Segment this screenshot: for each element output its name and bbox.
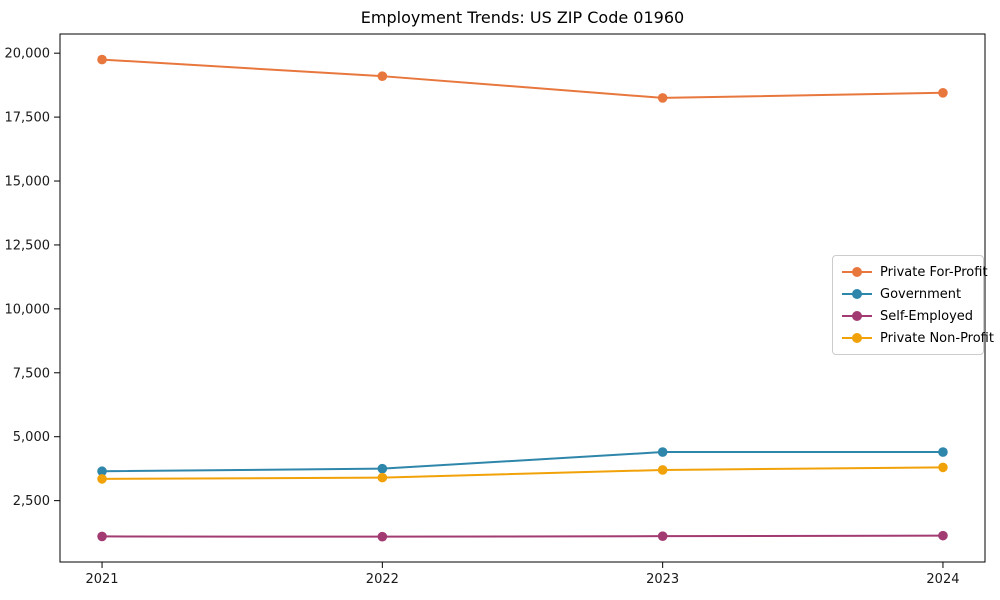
series-line-private-non-profit [102,466,943,480]
legend-marker-private-non-profit [842,333,872,343]
data-point-government-2021 [97,466,107,477]
legend-item-self-employed: Self-Employed [842,305,975,327]
data-point-private-for-profit-2021 [97,54,107,65]
legend-label-self-employed: Self-Employed [880,308,974,324]
y-tick-label: 7,500 [13,366,50,381]
x-tick-label: 2021 [85,572,118,587]
legend-marker-government [842,289,872,299]
legend-item-government: Government [842,283,975,305]
legend-label-private-for-profit: Private For-Profit [880,264,988,280]
data-point-private-for-profit-2024 [938,88,948,98]
y-tick-label: 10,000 [5,302,51,317]
legend-label-government: Government [880,286,962,302]
legend-item-private-non-profit: Private Non-Profit [842,327,994,349]
data-point-self-employed-2024 [938,530,948,541]
y-tick-label: 20,000 [5,47,51,62]
data-point-private-non-profit-2023 [657,465,668,475]
data-point-self-employed-2021 [97,531,107,542]
y-tick-label: 12,500 [5,238,51,253]
y-tick-label: 5,000 [13,430,50,445]
x-tick-label: 2024 [926,572,959,587]
data-point-self-employed-2023 [657,531,668,541]
data-point-private-for-profit-2023 [657,93,668,103]
data-point-government-2023 [657,447,668,457]
data-point-government-2022 [377,463,388,474]
data-point-government-2024 [938,447,948,457]
legend-label-private-non-profit: Private Non-Profit [880,330,994,346]
data-point-private-non-profit-2021 [97,474,107,484]
series-line-government [102,451,943,473]
data-point-self-employed-2022 [377,531,388,542]
legend-marker-self-employed [842,311,872,321]
y-tick-label: 2,500 [13,494,50,509]
x-tick-label: 2022 [366,572,399,587]
y-tick-label: 15,000 [5,175,51,190]
series-line-self-employed [102,534,943,538]
legend: Private For-Profit Government Self-Employe… [832,255,994,355]
data-point-private-for-profit-2022 [377,71,388,81]
legend-marker-private-for-profit [842,267,872,277]
data-point-private-non-profit-2022 [377,472,388,483]
plot-frame [59,33,986,563]
data-point-private-non-profit-2024 [938,462,948,473]
x-tick-label: 2023 [646,572,679,587]
y-tick-label: 17,500 [5,111,51,126]
legend-item-private-for-profit: Private For-Profit [842,261,988,283]
chart-title: Employment Trends: US ZIP Code 01960 [360,8,685,27]
series-line-private-for-profit [101,58,943,99]
